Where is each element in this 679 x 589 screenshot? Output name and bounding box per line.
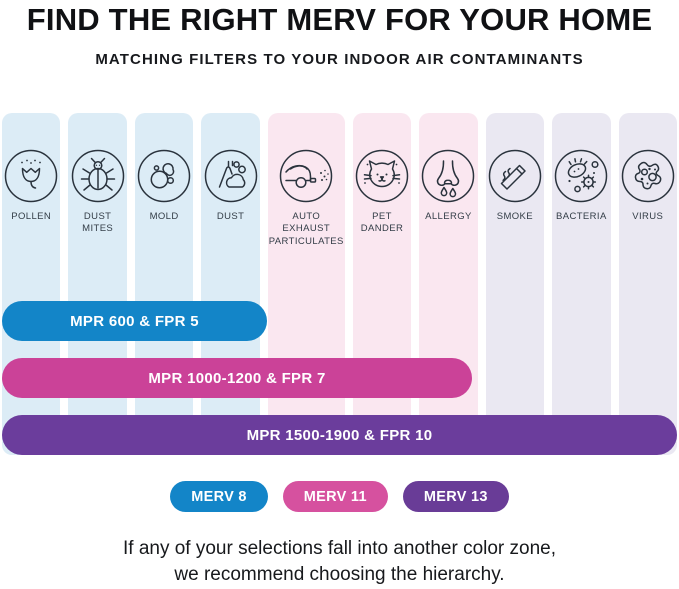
column-label: VIRUS — [632, 211, 664, 222]
footer-note-line1: If any of your selections fall into anot… — [122, 538, 557, 559]
column-mold: MOLD — [134, 113, 194, 455]
pet-dander-icon — [355, 149, 409, 203]
column-smoke: SMOKE — [485, 113, 545, 455]
column-label: MOLD — [149, 211, 179, 222]
column-label: PET DANDER — [360, 211, 404, 235]
merv-13-pill: MERV 13 — [402, 481, 509, 512]
virus-icon — [621, 149, 675, 203]
merv-11-pill: MERV 11 — [282, 481, 388, 512]
column-pet-dander: PET DANDER — [352, 113, 412, 455]
contaminant-columns: POLLEN DUST MITES — [2, 113, 677, 455]
column-label: AUTO EXHAUST PARTICULATES — [268, 211, 344, 247]
merv-legend: MERV 8 MERV 11 MERV 13 — [0, 481, 679, 512]
column-virus: VIRUS — [618, 113, 677, 455]
bar-mpr1000-1200-fpr7: MPR 1000-1200 & FPR 7 — [2, 358, 472, 398]
column-label: SMOKE — [496, 211, 534, 222]
column-label: BACTERIA — [555, 211, 607, 222]
column-allergy: ALLERGY — [419, 113, 478, 455]
column-label: DUST MITES — [82, 211, 114, 235]
bar-mpr1500-1900-fpr10: MPR 1500-1900 & FPR 10 — [2, 415, 677, 455]
column-auto-exhaust: AUTO EXHAUST PARTICULATES — [267, 113, 345, 455]
dust-icon — [204, 149, 257, 203]
column-label: ALLERGY — [425, 211, 472, 222]
page-subtitle: MATCHING FILTERS TO YOUR INDOOR AIR CONT… — [95, 51, 584, 68]
bar-mpr600-fpr5: MPR 600 & FPR 5 — [2, 301, 267, 341]
allergy-icon — [422, 149, 475, 203]
auto-exhaust-icon — [280, 149, 333, 203]
column-bacteria: BACTERIA — [552, 113, 611, 455]
mold-icon — [137, 149, 191, 203]
dust-mites-icon — [71, 149, 124, 203]
column-dust-mites: DUST MITES — [68, 113, 127, 455]
column-label: POLLEN — [11, 211, 52, 222]
pollen-icon — [4, 149, 58, 203]
column-label: DUST — [216, 211, 245, 222]
merv-8-pill: MERV 8 — [170, 481, 268, 512]
column-dust: DUST — [201, 113, 260, 455]
footer-note: If any of your selections fall into anot… — [0, 536, 679, 587]
bacteria-icon — [555, 149, 608, 203]
footer-note-line2: we recommend choosing the hierarchy. — [174, 563, 505, 585]
column-pollen: POLLEN — [2, 113, 61, 455]
smoke-icon — [488, 149, 542, 203]
page-title: FIND THE RIGHT MERV FOR YOUR HOME — [26, 2, 653, 37]
contaminant-chart: POLLEN DUST MITES — [2, 113, 677, 455]
